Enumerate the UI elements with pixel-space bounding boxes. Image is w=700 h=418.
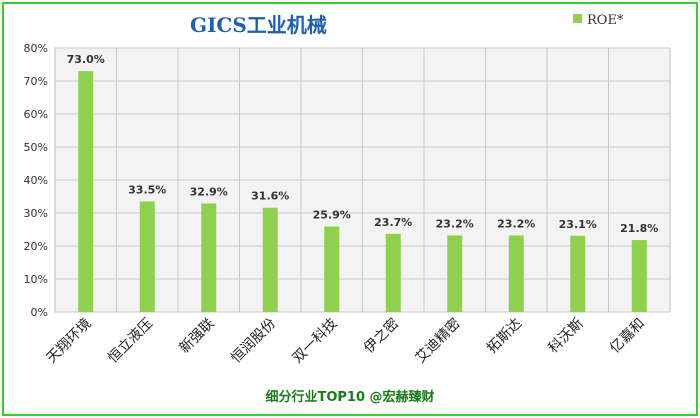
data-label: 23.7% <box>374 216 412 229</box>
y-tick-label: 10% <box>24 273 48 286</box>
x-tick-label: 拓斯达 <box>484 316 525 357</box>
plot-area: 0% 10% 20% 30% 40% 50% 60% 70% 80% 73.0% 天翔环境 33.5%… <box>24 42 671 367</box>
bar <box>324 226 340 312</box>
x-tick-label: 亿嘉和 <box>607 316 648 357</box>
x-tick-label: 伊之密 <box>360 315 402 357</box>
data-label: 23.2% <box>436 217 474 230</box>
bar <box>631 240 647 312</box>
y-tick-label: 60% <box>24 108 48 121</box>
data-label: 33.5% <box>128 183 166 196</box>
bar <box>262 207 278 312</box>
bar <box>508 235 524 312</box>
bar <box>201 203 217 312</box>
x-tick-label: 恒润股份 <box>228 316 279 367</box>
data-label: 23.2% <box>497 217 535 230</box>
y-tick-label: 20% <box>24 240 48 253</box>
x-tick-label: 艾迪精密 <box>412 315 464 367</box>
x-tick-label: 双一科技 <box>290 316 341 367</box>
chart-title: GICS工业机械 <box>190 13 327 37</box>
y-tick-label: 80% <box>24 42 48 55</box>
bar <box>78 71 94 312</box>
data-label: 21.8% <box>620 222 658 235</box>
data-label: 25.9% <box>313 209 351 222</box>
x-tick-label: 科沃斯 <box>546 316 587 357</box>
y-tick-label: 0% <box>31 306 48 319</box>
chart-footer: 细分行业TOP10 @宏赫臻财 <box>265 389 434 405</box>
bar <box>139 201 155 312</box>
x-tick-label: 新强联 <box>177 316 218 357</box>
bar <box>385 233 401 312</box>
bar <box>570 235 586 312</box>
x-tick-label: 恒立液压 <box>105 316 156 367</box>
x-tick-label: 天翔环境 <box>44 316 95 367</box>
data-label: 23.1% <box>559 218 597 231</box>
legend-label: ROE* <box>587 13 624 28</box>
bar <box>447 235 463 312</box>
y-tick-label: 40% <box>24 174 48 187</box>
legend-swatch <box>573 14 582 23</box>
y-tick-label: 50% <box>24 141 48 154</box>
y-tick-label: 30% <box>24 207 48 220</box>
data-label: 32.9% <box>190 185 228 198</box>
data-label: 73.0% <box>67 53 105 66</box>
y-tick-label: 70% <box>24 75 48 88</box>
data-label: 31.6% <box>251 190 289 203</box>
